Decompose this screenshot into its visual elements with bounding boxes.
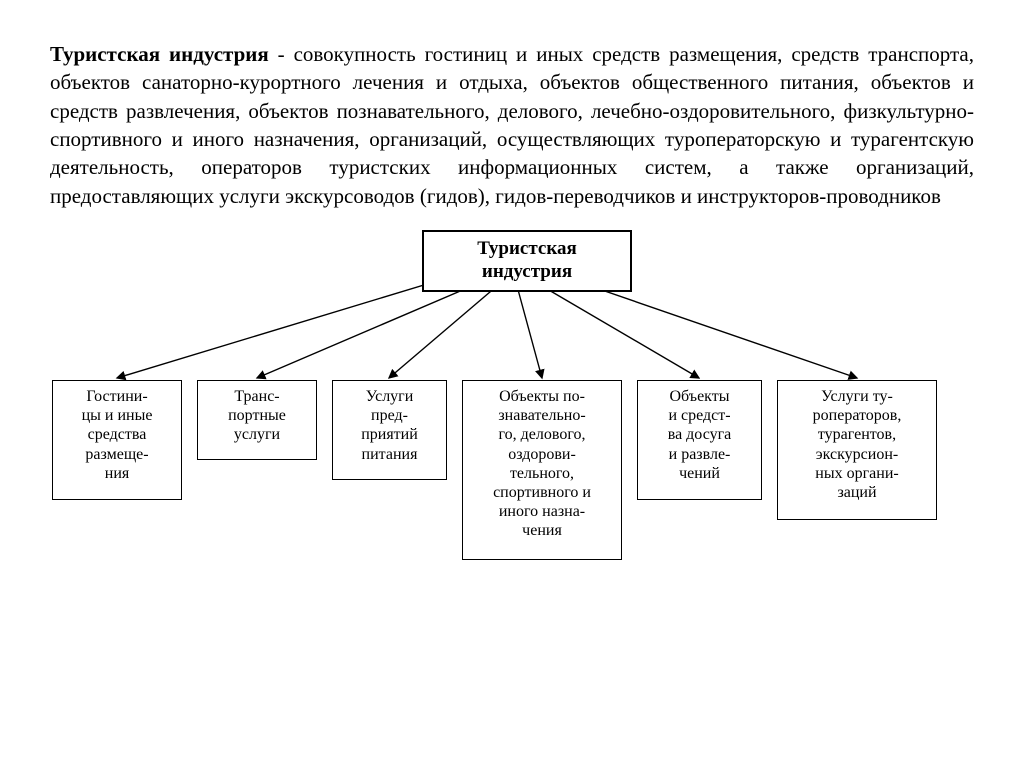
diagram-child-3: Объекты по-знавательно-го, делового,оздо… xyxy=(462,380,622,560)
definition-term: Туристская индустрия xyxy=(50,42,269,66)
diagram-child-5: Услуги ту-роператоров,турагентов,экскурс… xyxy=(777,380,937,520)
definition-paragraph: Туристская индустрия - совокупность гост… xyxy=(50,40,974,210)
diagram-child-2: Услугипред-приятийпитания xyxy=(332,380,447,480)
diagram-child-1: Транс-портныеуслуги xyxy=(197,380,317,460)
diagram-root: Туристскаяиндустрия xyxy=(422,230,632,292)
diagram-child-4: Объектыи средст-ва досугаи развле-чений xyxy=(637,380,762,500)
diagram-child-0: Гостини-цы и иныесредстваразмеще-ния xyxy=(52,380,182,500)
tourism-industry-diagram: Туристскаяиндустрия Гостини-цы и иныесред… xyxy=(52,230,972,640)
definition-body: - совокупность гостиниц и иных средств р… xyxy=(50,42,974,208)
